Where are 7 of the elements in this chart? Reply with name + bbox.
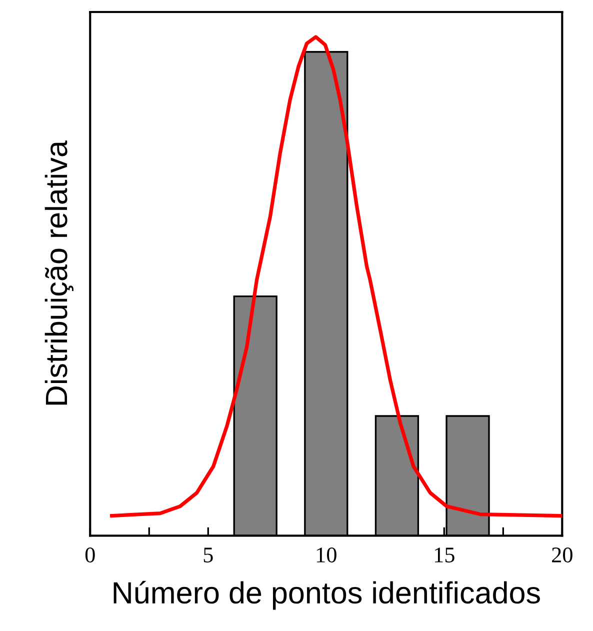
x-tick-label: 0 bbox=[85, 547, 95, 562]
x-tick-label: 15 bbox=[435, 548, 454, 562]
x-tick-label: 5 bbox=[204, 548, 213, 562]
x-tick-label: 10 bbox=[316, 547, 336, 562]
y-axis-title: Distribuição relativa bbox=[44, 140, 74, 405]
x-axis-title: Número de pontos identificados bbox=[114, 580, 540, 610]
x-tick-label: 20 bbox=[552, 547, 572, 562]
